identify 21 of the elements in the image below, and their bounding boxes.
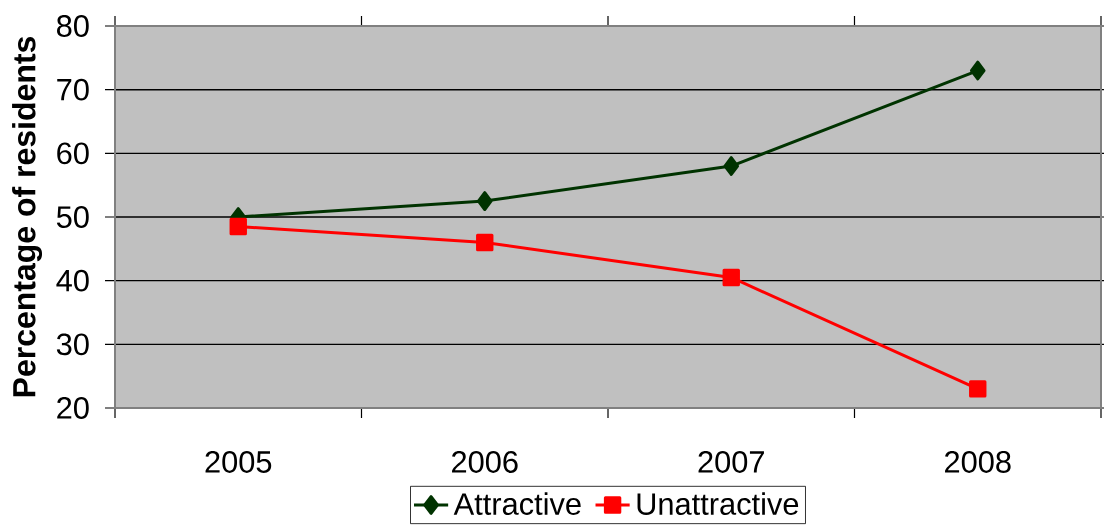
point (969, 60, 986, 81)
point (969, 380, 987, 398)
point (229, 217, 247, 236)
point (476, 191, 493, 211)
x-tick-label: 2008 (945, 451, 1011, 473)
y-tick-label: 30 (56, 333, 89, 356)
point (723, 156, 740, 176)
legend-label: Attractive (453, 492, 581, 515)
y-tick-label: 50 (56, 206, 89, 228)
x-tick-label: 2006 (452, 451, 518, 473)
y-tick-label: 80 (57, 15, 89, 37)
y-axis-title: Percentage of residents (12, 36, 43, 397)
y-tick-label: 40 (56, 269, 89, 292)
point (476, 233, 494, 252)
point (722, 268, 740, 287)
y-tick-label: 70 (57, 78, 89, 101)
y-tick-label: 60 (57, 142, 89, 165)
x-tick-label: 2005 (205, 451, 272, 473)
x-tick-label: 2007 (698, 451, 764, 473)
y-tick-label: 20 (57, 397, 89, 419)
legend-label: Unattractive (637, 492, 799, 515)
